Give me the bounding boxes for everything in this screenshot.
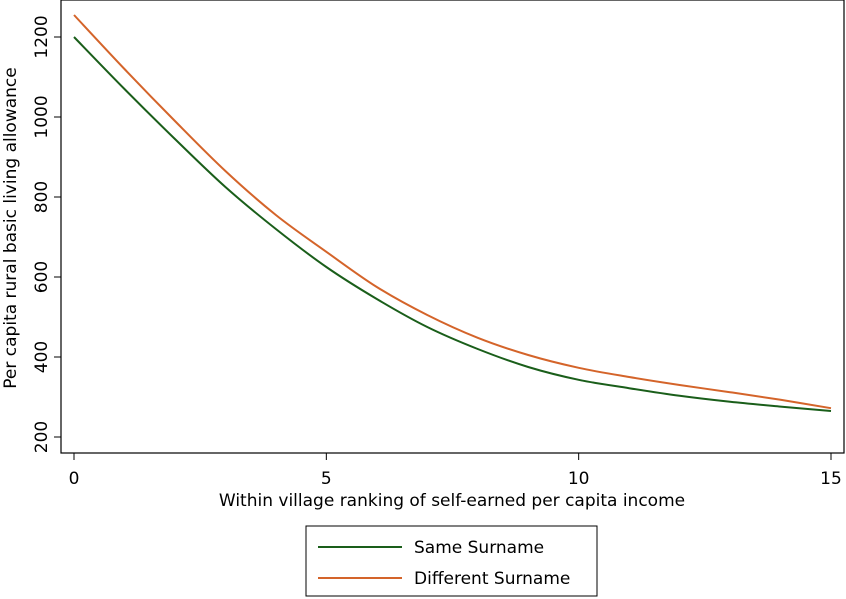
- x-tick-label-0: 0: [69, 469, 80, 489]
- x-tick-label-3: 15: [820, 469, 842, 489]
- y-axis-title: Per capita rural basic living allowance: [1, 67, 21, 388]
- series-line-same-surname: [73, 36, 832, 412]
- y-tick-label-5: 1200: [32, 15, 52, 58]
- x-tick-label-1: 5: [321, 469, 332, 489]
- legend-label-same-surname: Same Surname: [414, 538, 544, 558]
- y-tick-label-1: 400: [32, 341, 52, 373]
- series-line-different-surname: [73, 14, 832, 410]
- legend-label-different-surname: Different Surname: [414, 569, 570, 589]
- legend: Same Surname Different Surname: [305, 525, 598, 597]
- plot-frame: [60, 0, 845, 454]
- y-tick-label-2: 600: [32, 261, 52, 293]
- x-tick-label-2: 10: [568, 469, 590, 489]
- legend-box: [305, 525, 598, 597]
- y-tick-label-0: 200: [32, 421, 52, 453]
- y-tick-label-3: 800: [32, 181, 52, 213]
- x-axis-title: Within village ranking of self-earned pe…: [219, 491, 685, 511]
- y-tick-label-4: 1000: [32, 95, 52, 138]
